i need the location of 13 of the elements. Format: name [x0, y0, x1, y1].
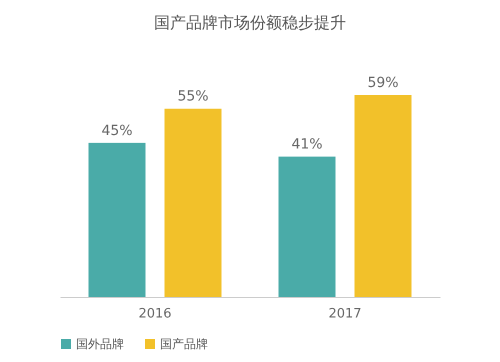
data-label: 45% [101, 122, 133, 139]
data-label: 55% [177, 88, 209, 105]
x-tick-label: 2016 [138, 306, 172, 322]
legend-label: 国产品牌 [160, 337, 208, 351]
bar [88, 142, 146, 297]
bar [354, 95, 412, 297]
chart-title: 国产品牌市场份额稳步提升 [154, 13, 346, 32]
data-label: 41% [291, 136, 323, 153]
x-tick-label: 2017 [328, 306, 362, 322]
bar [164, 108, 222, 297]
data-label: 59% [367, 75, 399, 91]
legend-label: 国外品牌 [76, 337, 124, 351]
bar [278, 156, 336, 297]
